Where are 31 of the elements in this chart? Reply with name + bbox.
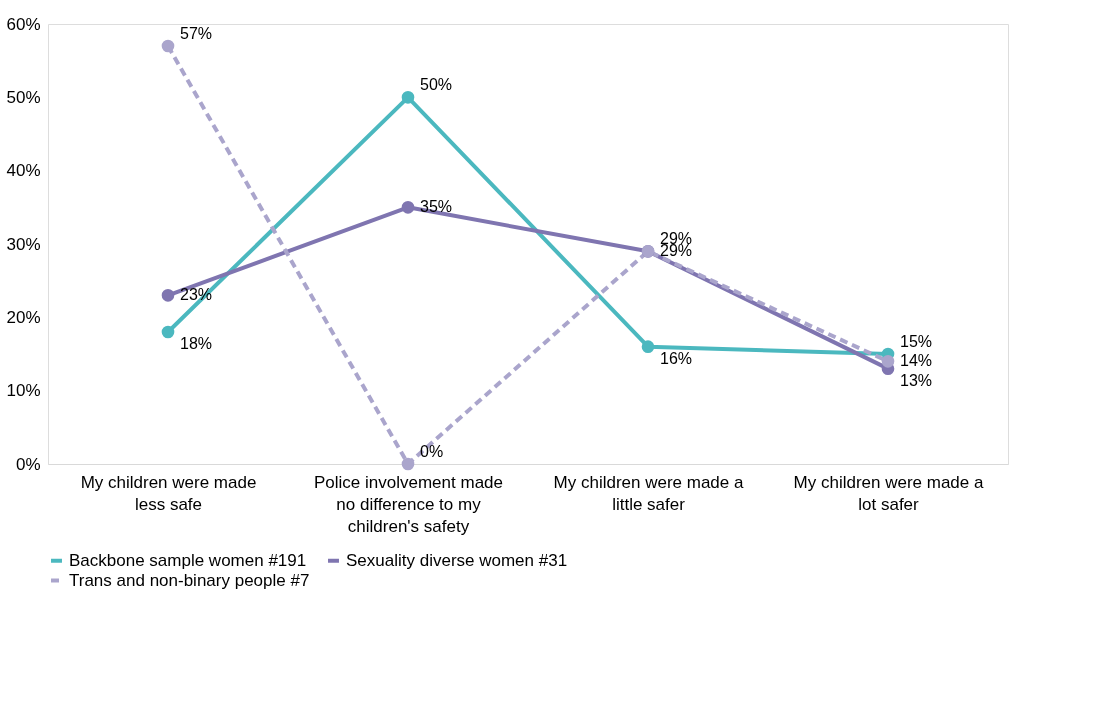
point [881,355,895,368]
data-label: 14% [900,352,933,370]
data-label: 50% [420,76,453,94]
y-tick-label: 50% [6,87,41,107]
point [161,325,175,339]
legend-label: Trans and non-binary people #7 [69,570,310,590]
point [401,201,415,214]
point [401,457,415,471]
data-label: 18% [180,335,213,352]
point [401,91,415,104]
y-tick-label: 0% [15,454,41,474]
x-tick-label: My children were made a lot safer [793,472,984,514]
y-tick-label: 20% [6,307,41,327]
y-tick-label: 60% [6,14,41,34]
y-tick-label: 40% [6,161,41,181]
data-label: 13% [900,371,933,389]
x-tick-label: My children were made a little safer [553,472,744,514]
x-tick-label: Police involvement made no difference to my children's safety [314,472,503,536]
point [641,340,655,353]
data-label: 0% [420,443,444,460]
y-tick-label: 30% [6,234,41,254]
data-label: 57% [180,25,213,42]
data-label: 35% [420,198,453,216]
x-tick-label: My children were made less safe [80,472,257,514]
data-label: 16% [660,349,693,367]
point [161,289,175,302]
legend-label: Backbone sample women #191 [69,550,307,570]
legend-label: Sexuality diverse women #31 [346,550,568,570]
data-label: 15% [900,333,933,350]
y-tick-label: 10% [6,381,41,401]
point [161,39,175,53]
